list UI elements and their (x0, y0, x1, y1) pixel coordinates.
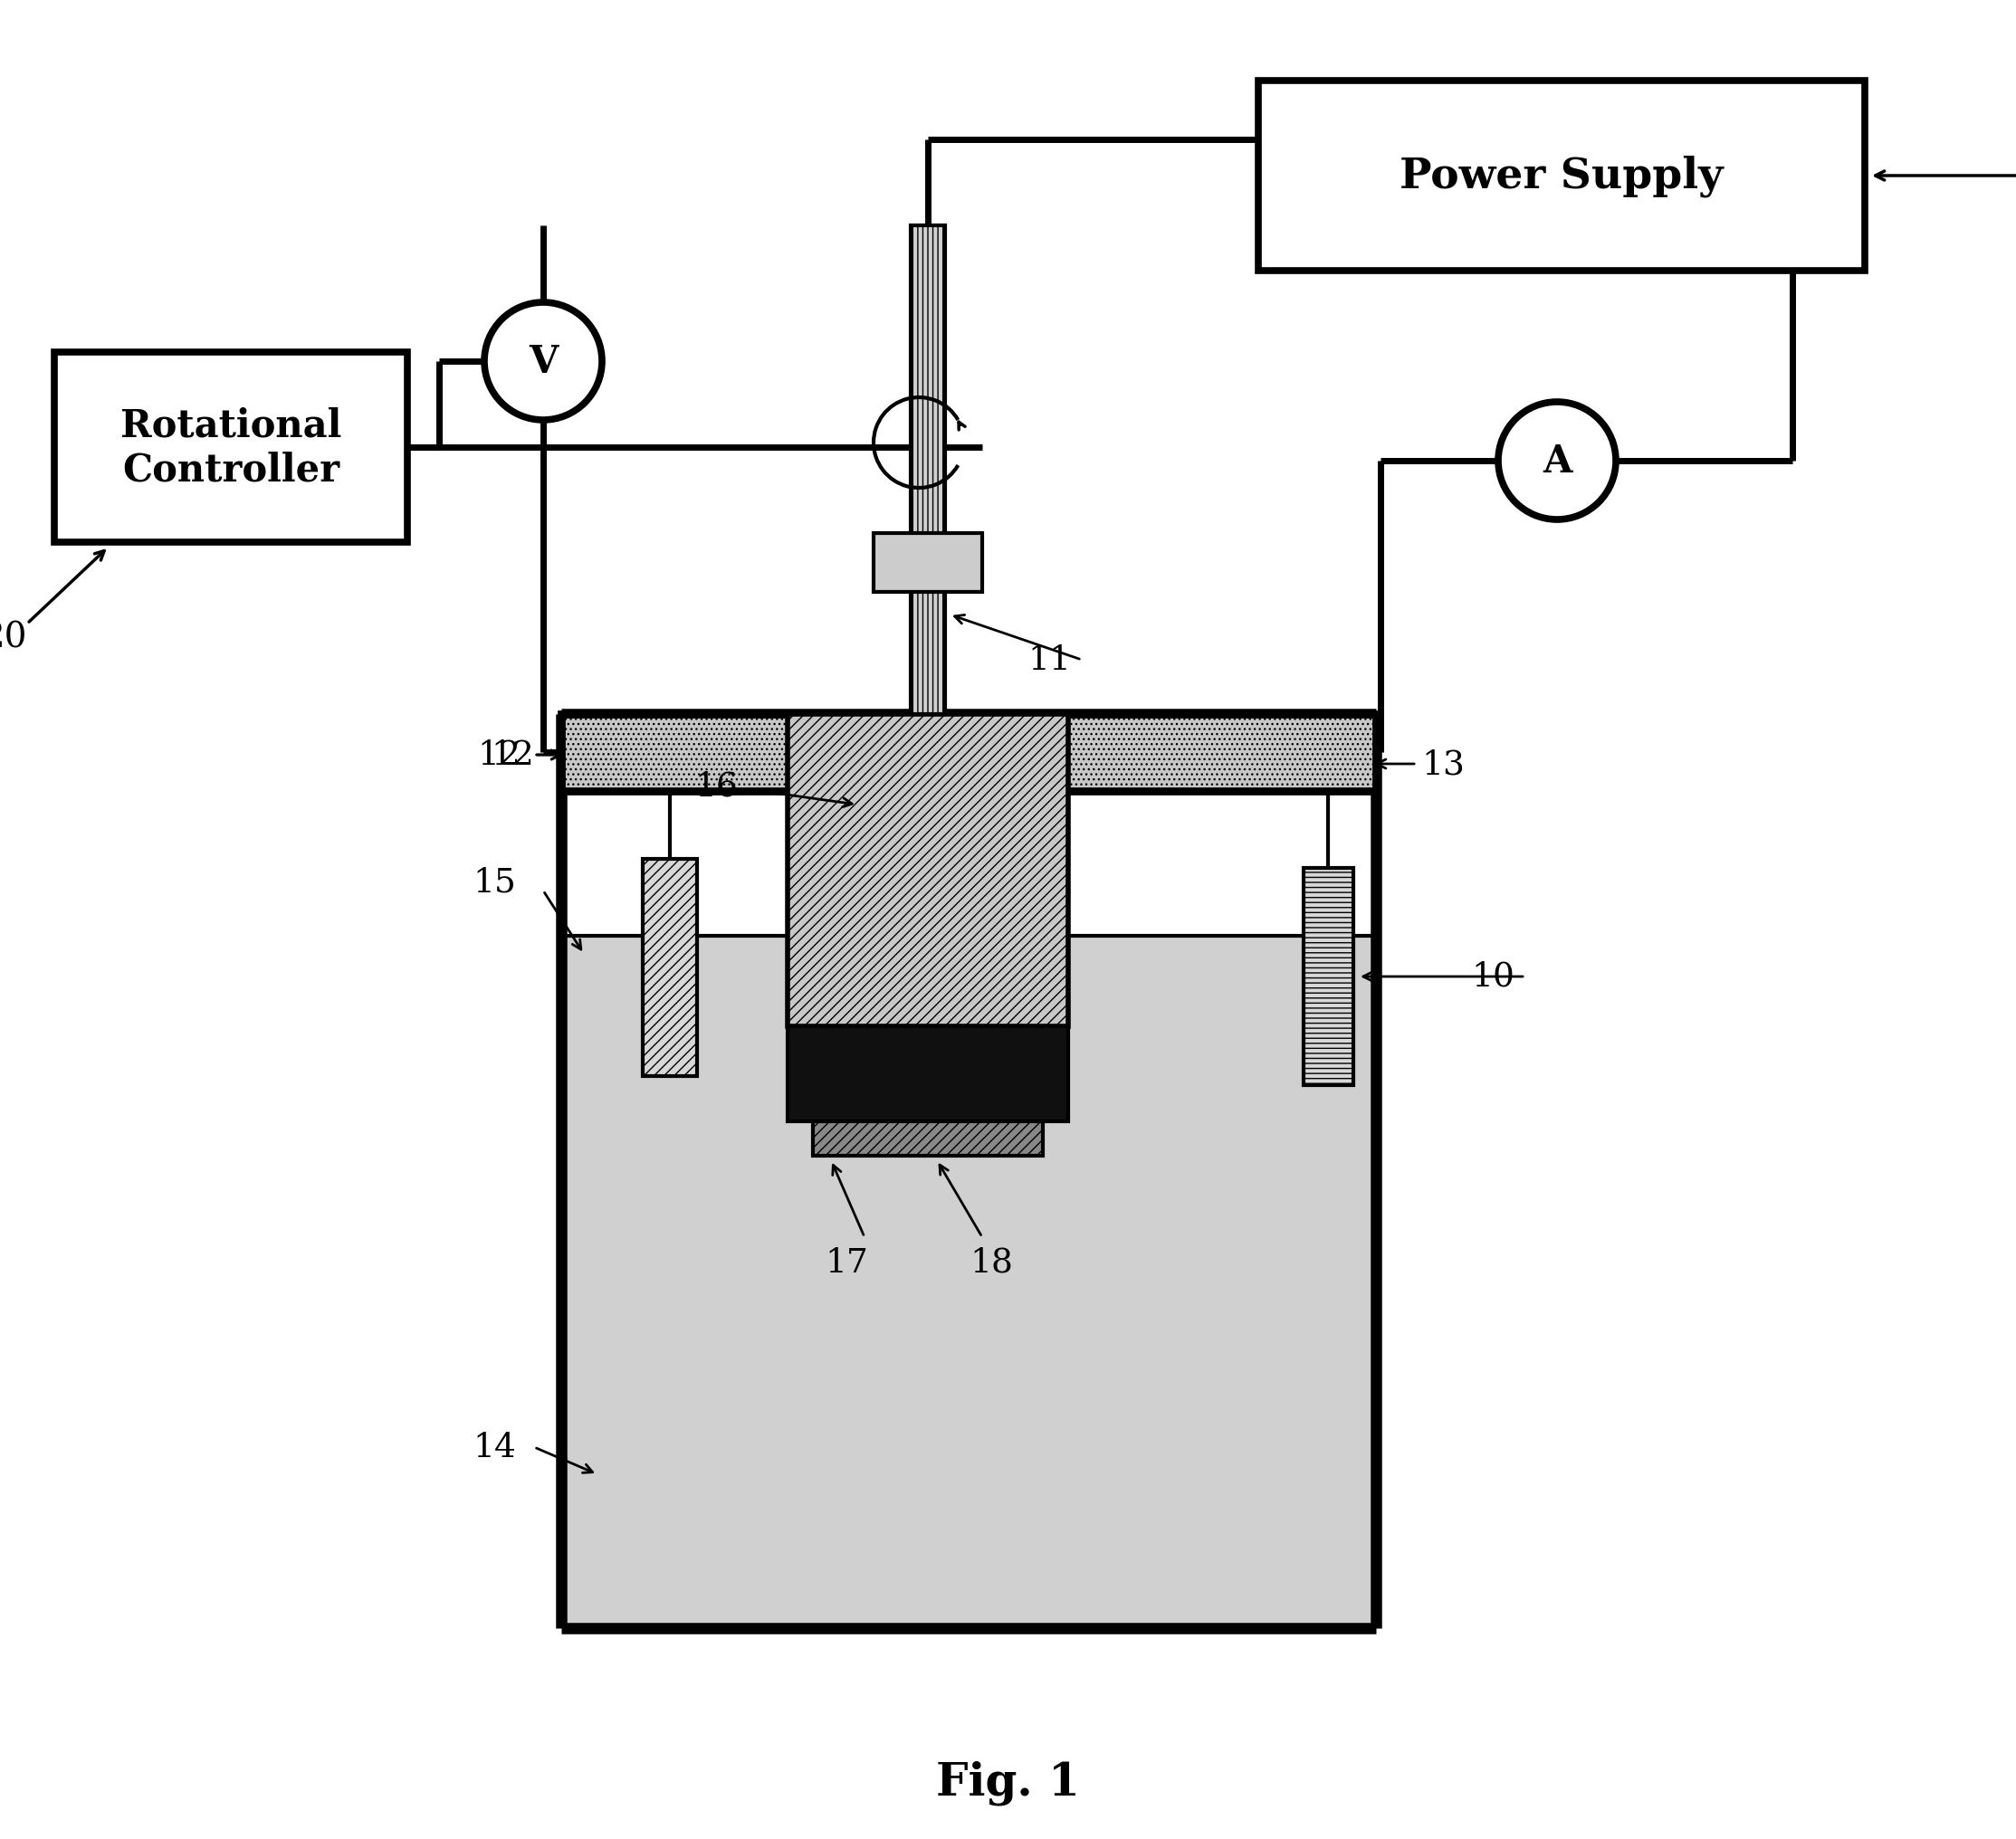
Bar (873, 533, 982, 592)
Circle shape (484, 303, 603, 421)
Bar (564, 791, 1371, 936)
Text: 15: 15 (472, 866, 516, 897)
Bar (911, 226, 946, 715)
Text: 18: 18 (970, 1247, 1012, 1280)
Bar (54, 353, 407, 543)
Bar (788, 1026, 1068, 1122)
Text: 10: 10 (1472, 960, 1514, 993)
Text: 13: 13 (1421, 748, 1464, 780)
Bar (564, 936, 1371, 1628)
Text: 11: 11 (1028, 644, 1070, 677)
Circle shape (1498, 403, 1617, 520)
Text: 12: 12 (490, 739, 534, 772)
Text: 17: 17 (825, 1247, 869, 1280)
Bar (1304, 868, 1353, 1085)
Text: Power Supply: Power Supply (1399, 154, 1724, 197)
Text: Rotational
Controller: Rotational Controller (121, 406, 341, 489)
Bar (1258, 81, 1865, 272)
Bar (643, 859, 698, 1076)
Bar (812, 1122, 1042, 1157)
Bar (560, 715, 1377, 1628)
Bar (560, 715, 1377, 791)
Text: Fig. 1: Fig. 1 (935, 1760, 1079, 1804)
Text: 14: 14 (472, 1431, 516, 1464)
Text: 12: 12 (478, 739, 520, 772)
Text: V: V (528, 342, 558, 381)
Text: 20: 20 (0, 622, 26, 655)
Bar (788, 715, 1068, 1026)
Text: 16: 16 (694, 771, 738, 804)
Text: A: A (1542, 443, 1572, 480)
